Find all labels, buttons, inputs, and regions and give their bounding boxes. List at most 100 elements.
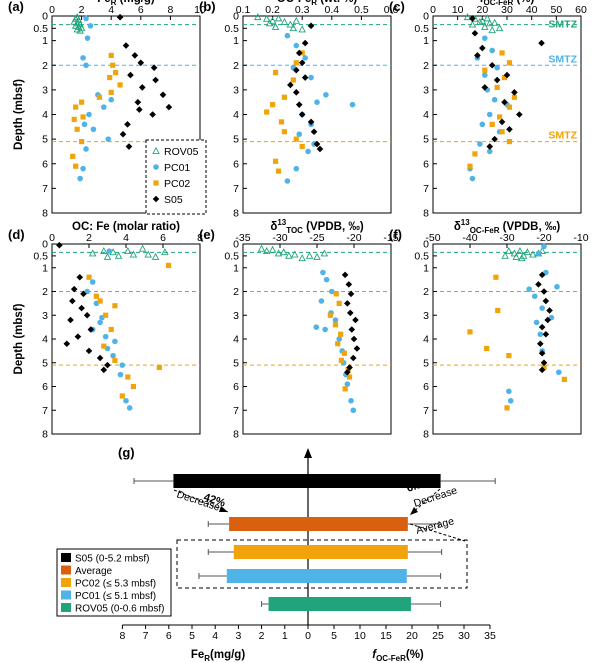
data-point-rov05: [280, 18, 289, 26]
data-point-rov05: [257, 244, 266, 252]
data-point-pc01: [320, 269, 326, 276]
data-point-pc01: [486, 148, 493, 155]
data-point-s05: [348, 326, 356, 333]
x-tick-label: 1: [282, 630, 288, 642]
data-point-rov05: [291, 250, 299, 258]
data-point-rov05: [103, 252, 112, 260]
data-point-pc02: [93, 293, 99, 299]
x-tick-label: -25: [309, 232, 324, 244]
data-point-rov05: [490, 18, 499, 26]
data-point-rov05: [481, 22, 489, 30]
data-point-pc02: [119, 393, 125, 399]
data-point-pc02: [70, 153, 76, 159]
x-tick-label: 20: [476, 4, 488, 16]
data-point-pc02: [97, 298, 103, 304]
data-point-pc02: [293, 136, 299, 142]
axis-title-main: f: [480, 0, 484, 5]
panel-label: (g): [118, 445, 135, 460]
data-point-rov05: [73, 25, 81, 33]
legend-g: S05 (0-5.2 mbsf)Average PC02 (≤ 5.3 mbsf)…: [56, 548, 172, 617]
data-point-s05: [544, 316, 551, 324]
y-tick-label: 7: [42, 405, 48, 417]
panel-b: 0.10.20.30.40.50.600.512345678(b)OC-FeR …: [199, 0, 398, 220]
legend-label-s05: S05: [164, 194, 183, 206]
data-point-s05: [307, 22, 315, 30]
y-tick-label: 4: [423, 109, 429, 121]
data-point-rov05: [151, 252, 160, 260]
data-point-rov05: [138, 244, 147, 252]
data-point-s05: [298, 59, 306, 67]
data-point-s05: [159, 91, 167, 99]
data-point-s05: [69, 297, 76, 305]
data-point-s05: [501, 98, 508, 106]
data-point-pc01: [318, 298, 325, 304]
legend-swatch: [61, 603, 71, 612]
data-point-pc02: [110, 62, 116, 68]
data-point-s05: [76, 273, 84, 281]
data-point-s05: [116, 13, 124, 21]
data-point-pc02: [341, 350, 347, 356]
data-point-pc02: [484, 345, 490, 352]
axis-title: δ13TOC (VPDB, ‰): [270, 218, 364, 235]
data-point-pc02: [482, 67, 488, 73]
data-point-s05: [469, 15, 476, 22]
axis-title-sub: R: [111, 0, 117, 7]
data-point-s05: [138, 84, 146, 91]
data-point-pc01: [89, 279, 96, 285]
x-tick-label: 0: [305, 630, 311, 642]
title-sub: R: [204, 654, 210, 663]
data-point-rov05: [320, 249, 329, 257]
data-point-pc02: [497, 114, 503, 120]
data-point-pc02: [107, 74, 113, 81]
data-point-rov05: [518, 254, 526, 262]
y-tick-label: 6: [233, 158, 239, 170]
axis-title: OC-FeR (wt. %): [277, 0, 358, 7]
legend-box: [145, 139, 207, 215]
data-point-rov05: [144, 250, 152, 258]
annotation-right-arrow: [411, 488, 441, 514]
data-point-pc01: [537, 331, 544, 338]
data-point-pc02: [541, 364, 547, 371]
data-point-pc02: [275, 168, 282, 174]
title-suffix: (mg/g): [210, 649, 245, 661]
data-point-pc02: [494, 84, 500, 91]
data-point-pc02: [79, 99, 85, 105]
data-point-s05: [127, 71, 134, 79]
y-tick-label: 3: [42, 84, 48, 96]
x-tick-label: 50: [550, 4, 562, 16]
data-point-pc02: [101, 343, 107, 349]
title-main: Fe: [191, 649, 204, 661]
data-point-pc01: [329, 288, 335, 295]
y-tick-label: 4: [233, 334, 239, 346]
y-tick-label: 1: [423, 262, 429, 274]
y-tick-label: 2: [42, 286, 48, 298]
bar-3: [226, 569, 407, 583]
data-point-s05: [350, 335, 358, 343]
data-point-s05: [100, 366, 108, 374]
y-tick-label: 3: [233, 310, 239, 322]
y-axis-title: Depth (mbsf): [13, 303, 25, 374]
data-point-s05: [535, 281, 542, 288]
data-point-rov05: [129, 250, 138, 258]
data-point-s05: [347, 309, 354, 317]
data-point-pc01: [87, 23, 94, 29]
data-point-rov05: [88, 249, 97, 257]
data-point-pc01: [554, 283, 560, 290]
x-tick-label: 0.3: [295, 4, 310, 16]
x-tick-label: 0: [49, 232, 55, 244]
y-tick-label: 6: [423, 158, 429, 170]
data-point-pc01: [284, 32, 291, 39]
data-point-pc02: [332, 322, 339, 328]
y-tick-label: 5: [423, 357, 429, 369]
data-point-s05: [493, 76, 501, 84]
data-point-rov05: [505, 246, 513, 254]
legend-label: PC02 (≤ 5.3 mbsf): [75, 579, 156, 590]
data-point-rov05: [485, 19, 494, 27]
y-tick-label: 3: [423, 310, 429, 322]
data-point-pc01: [90, 126, 97, 133]
legend-swatch: [61, 553, 71, 562]
x-tick-label: 0.1: [236, 4, 251, 16]
data-point-pc02: [278, 119, 285, 125]
data-point-s05: [301, 74, 309, 81]
x-tick-label: 10: [452, 4, 464, 16]
